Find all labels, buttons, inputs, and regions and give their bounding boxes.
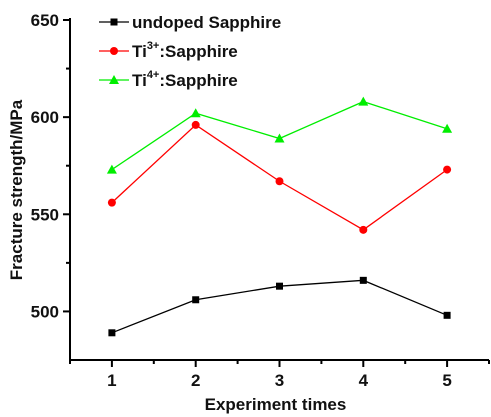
legend-marker	[109, 75, 119, 84]
legend-item-2: Ti3+:Sapphire	[99, 40, 238, 61]
x-tick-label: 2	[191, 371, 200, 390]
legend-label-main: Ti	[132, 71, 147, 90]
data-point	[276, 282, 283, 290]
legend-label-superscript: 4+	[147, 69, 160, 81]
legend-marker	[110, 18, 118, 26]
y-tick-label: 600	[31, 108, 59, 127]
data-point	[275, 177, 284, 186]
legend-marker	[110, 47, 118, 55]
legend-item-3: Ti4+:Sapphire	[99, 69, 238, 90]
data-point	[108, 329, 116, 337]
x-tick-label: 3	[275, 371, 284, 390]
y-tick-label: 650	[31, 11, 59, 30]
y-tick-label: 550	[31, 205, 59, 224]
y-axis-title: Fracture strength/MPa	[7, 99, 26, 280]
legend-label: Ti4+:Sapphire	[132, 69, 238, 90]
data-point	[442, 123, 453, 133]
data-point	[107, 198, 116, 207]
legend-label-suffix: :Sapphire	[159, 71, 237, 90]
data-point	[359, 276, 367, 284]
legend: undoped SapphireTi3+:SapphireTi4+:Sapphi…	[99, 13, 281, 90]
data-point	[443, 165, 452, 174]
series-layer	[106, 96, 453, 337]
data-point	[192, 296, 200, 304]
x-tick-label: 1	[107, 371, 116, 390]
legend-item-1: undoped Sapphire	[99, 13, 281, 32]
legend-label-suffix: :Sapphire	[159, 42, 237, 61]
series-2	[107, 120, 452, 234]
legend-label-main: undoped Sapphire	[132, 13, 281, 32]
legend-label: Ti3+:Sapphire	[132, 40, 238, 61]
data-point	[443, 311, 451, 319]
data-point	[359, 225, 368, 234]
y-tick-label: 500	[31, 302, 59, 321]
data-point	[190, 108, 201, 118]
data-point	[274, 133, 285, 143]
data-point	[191, 120, 200, 129]
legend-label-superscript: 3+	[147, 40, 160, 52]
x-axis-title: Experiment times	[205, 395, 347, 414]
x-tick-label: 4	[359, 371, 369, 390]
axes: 500 550 600 650 1 2 3 4 5	[31, 11, 490, 390]
data-point	[106, 164, 117, 174]
series-1	[108, 276, 451, 337]
legend-label: undoped Sapphire	[132, 13, 281, 32]
series-3	[106, 96, 453, 174]
x-tick-label: 5	[442, 371, 451, 390]
data-point	[358, 96, 369, 106]
legend-label-main: Ti	[132, 42, 147, 61]
